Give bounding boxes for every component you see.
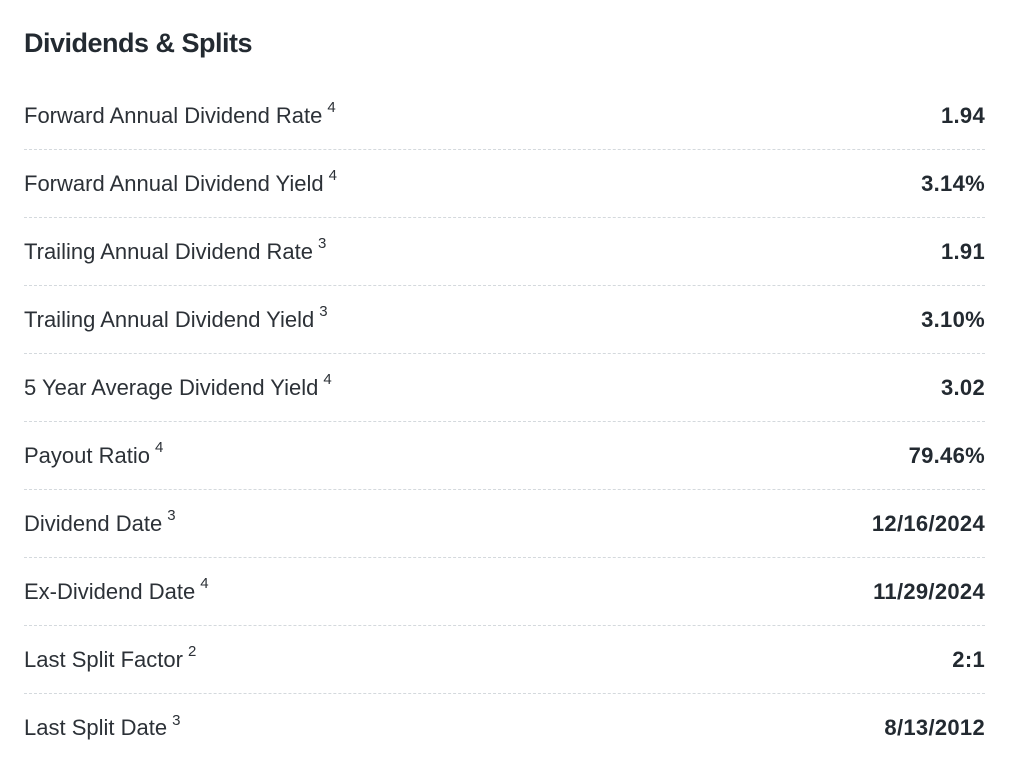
table-row: Trailing Annual Dividend Rate 3 1.91: [24, 218, 985, 286]
metric-label: Last Split Factor 2: [24, 643, 197, 674]
footnote-superscript: 4: [323, 371, 332, 389]
metric-label: Trailing Annual Dividend Yield 3: [24, 303, 328, 334]
footnote-superscript: 4: [327, 99, 336, 117]
metric-label: Trailing Annual Dividend Rate 3: [24, 235, 327, 266]
metric-value: 79.46%: [908, 442, 985, 468]
table-row: 5 Year Average Dividend Yield 4 3.02: [24, 354, 985, 422]
metric-label-text: Ex-Dividend Date: [24, 578, 196, 604]
metric-label-text: Dividend Date: [24, 510, 163, 536]
metric-value: 1.91: [940, 238, 985, 264]
metric-label: Ex-Dividend Date 4: [24, 575, 209, 606]
metric-label-text: 5 Year Average Dividend Yield: [24, 374, 319, 400]
table-row: Ex-Dividend Date 4 11/29/2024: [24, 558, 985, 626]
metric-value: 12/16/2024: [871, 510, 985, 536]
metric-label-text: Forward Annual Dividend Rate: [24, 102, 323, 128]
metric-value: 11/29/2024: [873, 578, 985, 604]
section-title: Dividends & Splits: [24, 28, 253, 58]
metric-label: Forward Annual Dividend Rate 4: [24, 99, 336, 130]
metric-value: 3.14%: [921, 170, 985, 196]
footnote-superscript: 4: [154, 439, 164, 457]
footnote-superscript: 2: [187, 643, 197, 661]
metric-label-text: Forward Annual Dividend Yield: [24, 170, 324, 196]
metric-label-text: Payout Ratio: [24, 442, 150, 468]
metric-value: 3.10%: [921, 306, 985, 332]
metric-label-text: Trailing Annual Dividend Rate: [24, 238, 314, 264]
footnote-superscript: 3: [172, 711, 181, 729]
stats-table: Forward Annual Dividend Rate 4 1.94 Forwa…: [24, 82, 985, 762]
table-row: Dividend Date 3 12/16/2024: [24, 490, 985, 558]
metric-label-text: Trailing Annual Dividend Yield: [24, 306, 315, 332]
metric-value: 3.02: [940, 374, 985, 400]
metric-value: 1.94: [940, 102, 985, 128]
metric-value: 2:1: [952, 646, 985, 672]
table-row: Trailing Annual Dividend Yield 3 3.10%: [24, 286, 985, 354]
table-row: Payout Ratio 4 79.46%: [24, 422, 985, 490]
table-row: Forward Annual Dividend Yield 4 3.14%: [24, 150, 985, 218]
footnote-superscript: 3: [167, 507, 176, 525]
table-row: Forward Annual Dividend Rate 4 1.94: [24, 82, 985, 150]
table-row: Last Split Date 3 8/13/2012: [24, 694, 985, 762]
footnote-superscript: 4: [200, 575, 209, 593]
footnote-superscript: 4: [328, 167, 337, 185]
metric-label: Last Split Date 3: [24, 711, 181, 742]
metric-label: Payout Ratio 4: [24, 439, 164, 470]
metric-label: Forward Annual Dividend Yield 4: [24, 167, 337, 198]
metric-label-text: Last Split Factor: [24, 646, 183, 672]
metric-value: 8/13/2012: [884, 715, 985, 740]
table-row: Last Split Factor 2 2:1: [24, 626, 985, 694]
metric-label: Dividend Date 3: [24, 507, 176, 538]
footnote-superscript: 3: [319, 303, 328, 321]
metric-label: 5 Year Average Dividend Yield 4: [24, 371, 332, 402]
footnote-superscript: 3: [318, 235, 327, 253]
metric-label-text: Last Split Date: [24, 715, 168, 740]
